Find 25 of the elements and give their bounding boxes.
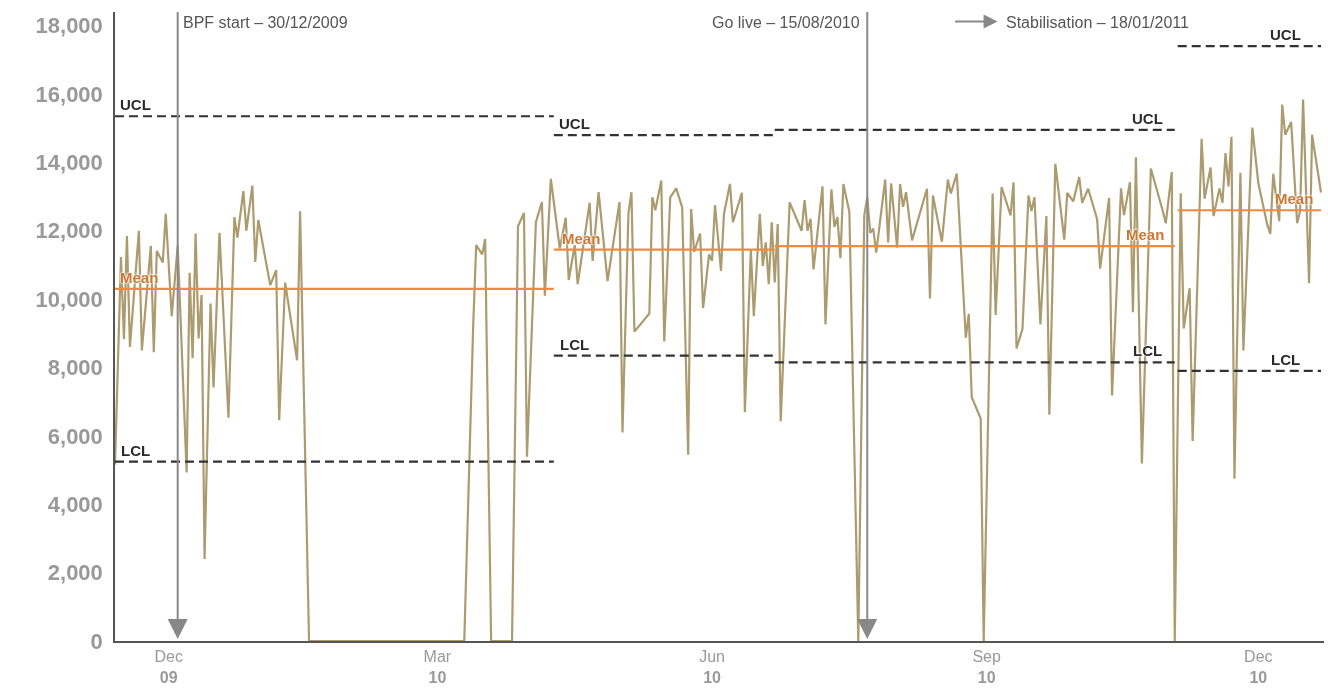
y-tick-label: 16,000	[35, 81, 103, 107]
annotation: UCL	[1270, 26, 1301, 43]
y-tick-label: 10,000	[35, 286, 103, 312]
y-tick-label: 18,000	[35, 13, 103, 39]
y-tick-label: 12,000	[35, 218, 103, 244]
annotation: UCL	[1132, 110, 1163, 127]
ref-line-label: BPF start – 30/12/2009	[183, 14, 348, 31]
x-tick-label: Dec 09	[154, 647, 183, 686]
y-tick-label: 2,000	[47, 560, 103, 586]
ref-line-label: Go live – 15/08/2010	[712, 14, 860, 31]
annotation: LCL	[1271, 351, 1301, 368]
annotation: LCL	[560, 336, 590, 353]
y-tick-label: 8,000	[47, 355, 103, 381]
y-tick-label: 4,000	[47, 491, 103, 517]
annotation: LCL	[121, 442, 151, 459]
annotation: Stabilisation – 18/01/2011	[1006, 14, 1190, 31]
y-tick-label: 14,000	[35, 150, 103, 176]
x-tick-label: Sep 10	[972, 647, 1002, 686]
y-tick-label: 0	[90, 628, 103, 654]
x-tick-label: Dec 10	[1244, 647, 1273, 686]
annotation: UCL	[120, 96, 151, 113]
y-tick-label: 6,000	[47, 423, 103, 449]
x-tick-label: Jun 10	[699, 647, 725, 686]
annotation: UCL	[559, 115, 590, 132]
x-tick-label: Mar 10	[423, 647, 452, 686]
